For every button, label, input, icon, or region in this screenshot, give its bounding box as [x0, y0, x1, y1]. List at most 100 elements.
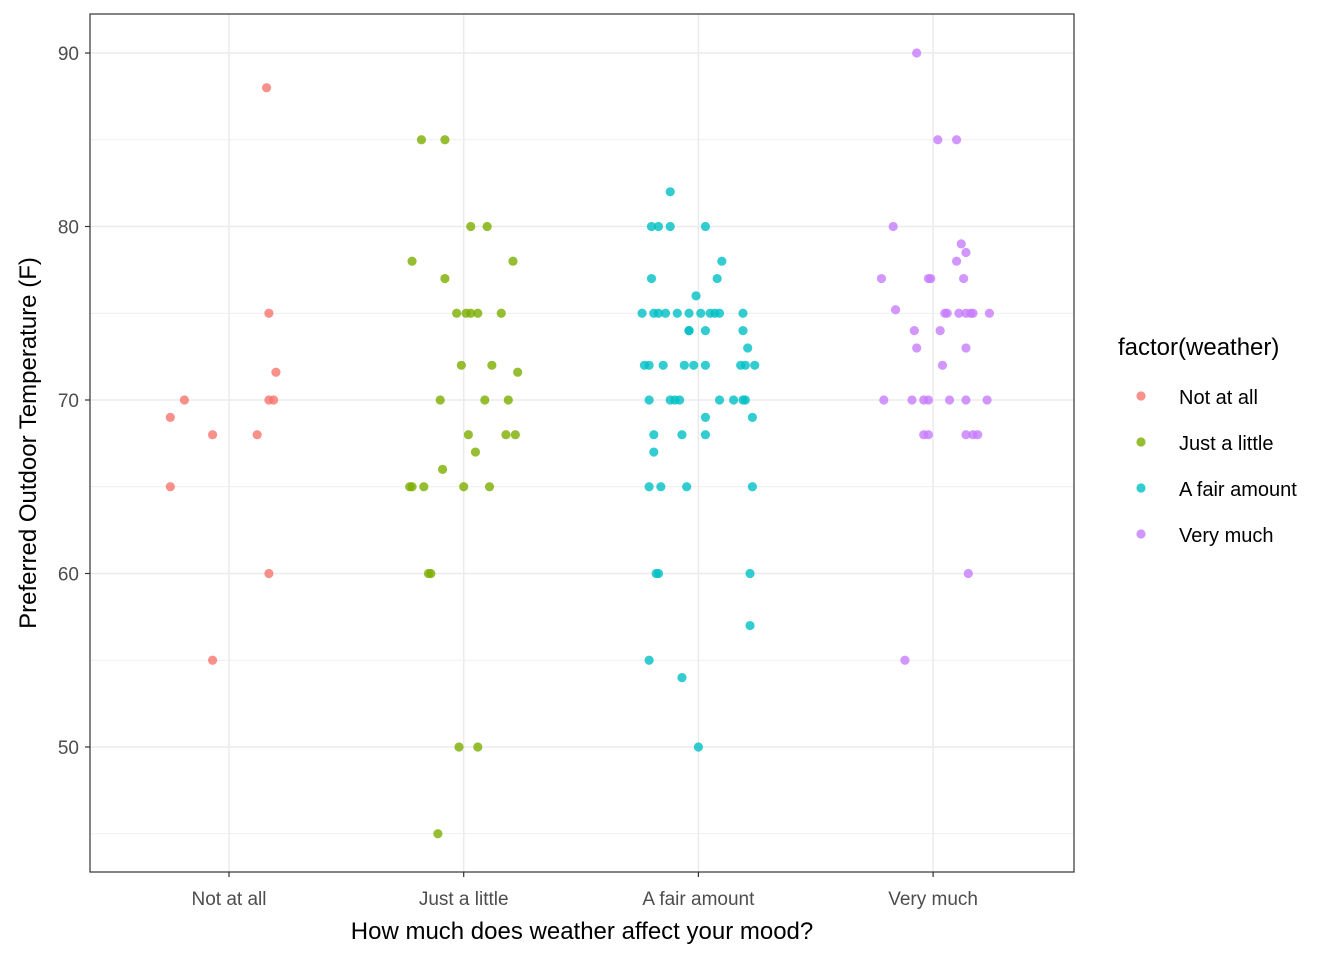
data-point	[740, 395, 750, 405]
data-point	[679, 360, 689, 370]
data-point	[637, 308, 647, 318]
data-point	[261, 83, 272, 93]
data-point	[179, 395, 190, 405]
data-point	[484, 482, 495, 492]
data-point	[900, 655, 910, 665]
data-point	[271, 367, 281, 377]
data-point	[459, 482, 469, 492]
data-point	[433, 829, 443, 839]
data-point	[926, 273, 936, 284]
data-point	[646, 273, 657, 284]
data-point	[466, 221, 476, 232]
data-point	[452, 308, 462, 318]
data-point	[956, 239, 966, 249]
data-point	[984, 308, 995, 318]
data-point	[656, 482, 666, 492]
data-point	[740, 360, 750, 370]
data-point	[677, 673, 687, 683]
plot-panel	[90, 14, 1074, 872]
minor-gridlines	[90, 139, 1074, 835]
data-point	[437, 464, 448, 474]
data-point	[888, 221, 898, 232]
data-point	[466, 308, 476, 318]
data-point	[684, 326, 694, 336]
data-point	[684, 308, 694, 318]
data-point	[935, 326, 945, 336]
y-tick-label: 60	[58, 565, 79, 586]
data-point	[165, 482, 175, 492]
data-point	[712, 273, 722, 284]
data-point	[456, 360, 466, 370]
data-point	[954, 308, 964, 318]
data-point	[743, 343, 753, 353]
y-tick-label: 80	[58, 218, 79, 239]
data-point	[665, 187, 675, 197]
legend-label: Not at all	[1179, 387, 1258, 409]
data-point	[745, 568, 755, 579]
data-point	[700, 326, 711, 336]
data-point	[738, 326, 748, 336]
data-point	[907, 395, 917, 405]
data-point	[912, 48, 922, 58]
data-point	[944, 395, 955, 405]
data-point	[689, 360, 699, 370]
data-point	[470, 447, 481, 457]
data-point	[714, 308, 725, 318]
data-point	[463, 430, 473, 440]
data-point	[440, 135, 450, 145]
x-tick-label: Very much	[888, 889, 978, 910]
data-point	[750, 360, 760, 370]
data-point	[691, 291, 701, 301]
data-point	[696, 308, 706, 318]
data-point	[508, 256, 518, 266]
y-tick-label: 90	[58, 44, 79, 65]
data-point	[700, 221, 711, 232]
data-point	[912, 343, 922, 353]
data-point	[714, 395, 725, 405]
data-point	[264, 568, 274, 579]
legend-key	[1136, 529, 1146, 539]
data-point	[677, 430, 687, 440]
data-point	[407, 482, 417, 492]
x-axis: Not at all Just a little A fair amount Very…	[192, 872, 978, 910]
legend-key	[1136, 437, 1146, 447]
data-point	[653, 308, 664, 318]
data-point	[513, 367, 523, 377]
data-point	[933, 135, 943, 145]
data-point	[665, 221, 675, 232]
data-point	[435, 395, 445, 405]
y-axis-title: Preferred Outdoor Temperature (F)	[15, 257, 42, 629]
data-point	[923, 430, 934, 440]
data-point	[923, 395, 934, 405]
data-point	[982, 395, 992, 405]
data-point	[961, 430, 971, 440]
data-point	[501, 430, 511, 440]
data-point	[646, 221, 657, 232]
legend-label: Very much	[1179, 525, 1273, 547]
data-point	[487, 360, 497, 370]
data-point	[973, 430, 983, 440]
x-tick-label: A fair amount	[642, 889, 755, 910]
data-point	[264, 308, 274, 318]
data-point	[426, 568, 436, 579]
data-point	[440, 273, 450, 284]
legend-label: Just a little	[1179, 433, 1273, 455]
x-tick-label: Just a little	[419, 889, 509, 910]
x-axis-title: How much does weather affect your mood?	[351, 918, 813, 945]
data-point	[959, 273, 969, 284]
data-point	[658, 360, 668, 370]
data-point	[496, 308, 506, 318]
data-point	[207, 430, 218, 440]
y-tick-label: 70	[58, 391, 79, 412]
x-tick-label: Not at all	[192, 889, 267, 910]
data-point	[268, 395, 279, 405]
panel-border	[89, 13, 1075, 873]
legend-title: factor(weather)	[1118, 334, 1279, 361]
data-point	[649, 430, 659, 440]
data-point	[738, 308, 748, 318]
data-point	[942, 308, 952, 318]
data-point	[644, 360, 654, 370]
data-point	[890, 305, 901, 315]
data-point	[876, 273, 887, 284]
